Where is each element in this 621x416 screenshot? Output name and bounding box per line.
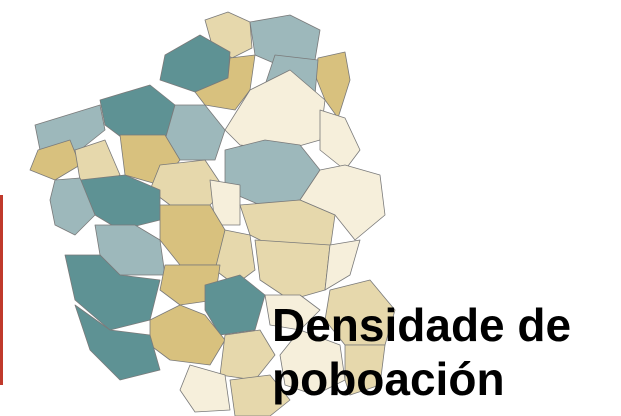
region bbox=[160, 205, 225, 265]
region bbox=[255, 240, 330, 300]
map-title: Densidade de poboación bbox=[272, 298, 571, 406]
title-line: Densidade de bbox=[272, 298, 571, 352]
region bbox=[325, 240, 360, 290]
region bbox=[220, 330, 275, 380]
region bbox=[30, 140, 80, 180]
page: Densidade de poboación {"title_lines": [… bbox=[0, 0, 621, 416]
edge-line bbox=[0, 195, 3, 385]
title-line: poboación bbox=[272, 352, 571, 406]
region bbox=[80, 175, 160, 230]
region bbox=[320, 110, 360, 170]
region bbox=[100, 85, 175, 140]
